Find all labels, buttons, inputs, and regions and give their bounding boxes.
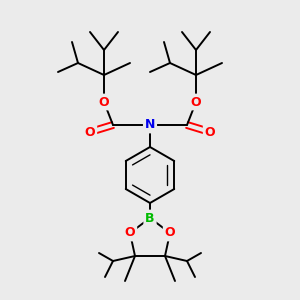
Text: O: O <box>85 125 95 139</box>
Text: N: N <box>145 118 155 131</box>
Text: O: O <box>205 125 215 139</box>
Text: O: O <box>125 226 135 239</box>
Text: O: O <box>99 95 109 109</box>
Text: O: O <box>165 226 175 239</box>
Text: B: B <box>145 212 155 224</box>
Text: O: O <box>191 95 201 109</box>
